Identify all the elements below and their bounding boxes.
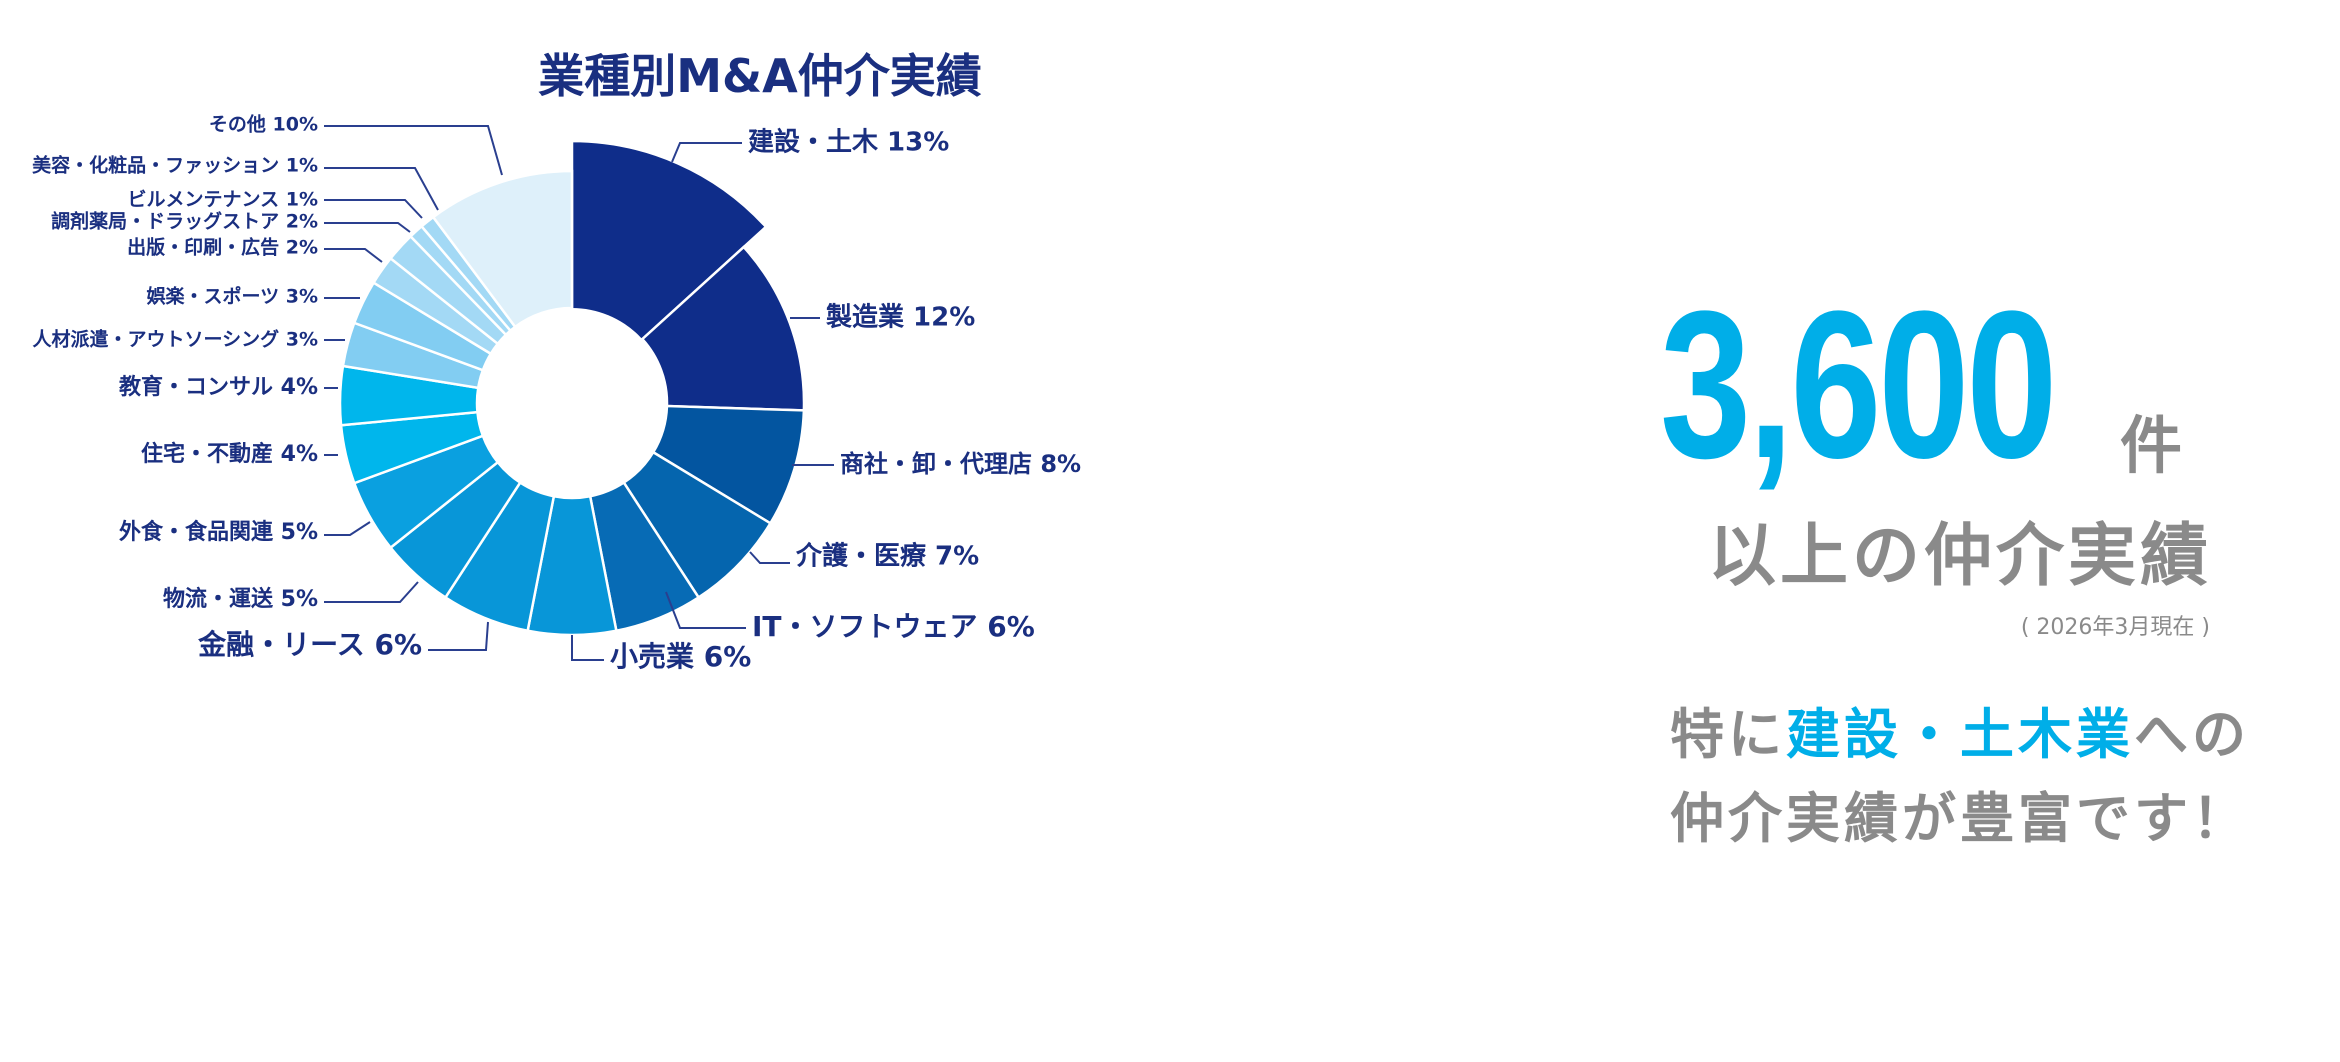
donut-slices	[338, 139, 806, 637]
slice-label: 建設・土木 13%	[748, 127, 949, 158]
tagline-highlight: 建設・土木業	[1786, 703, 2134, 766]
tagline-line2: 仲介実績が豊富です！	[1670, 787, 2250, 850]
slice-label: 外食・食品関連 5%	[119, 519, 318, 545]
summary-panel: 3,600 件 以上の仲介実績 ( 2026年3月現在 ) 特に建設・土木業への…	[1650, 267, 2270, 861]
deal-count: 3,600	[1660, 267, 2057, 502]
leader-line	[324, 199, 423, 219]
leader-line	[428, 621, 489, 651]
slice-label: 製造業 12%	[826, 303, 975, 333]
leader-line	[324, 167, 439, 211]
deal-count-unit: 件	[2120, 409, 2183, 482]
tagline-pre: 特に	[1670, 703, 1786, 766]
as-of-date: ( 2026年3月現在 )	[2020, 615, 2210, 640]
tagline-line1: 特に建設・土木業への	[1650, 693, 2270, 777]
slice-label: IT・ソフトウェア 6%	[752, 610, 1035, 643]
slice-label: ビルメンテナンス 1%	[128, 189, 319, 211]
leader-line	[749, 551, 790, 564]
slice-label: 物流・運送 5%	[163, 586, 318, 612]
leader-line	[324, 248, 383, 263]
leader-line	[571, 635, 604, 661]
slice-label: 調剤薬局・ドラッグストア 2%	[51, 210, 318, 233]
summary-subtitle: 以上の仲介実績	[1707, 517, 2212, 596]
slice-label: 美容・化粧品・ファッション 1%	[32, 154, 318, 177]
leader-line	[324, 222, 411, 233]
leader-line	[324, 125, 503, 176]
leader-line	[324, 581, 419, 603]
tagline-post: への	[2134, 703, 2250, 766]
donut-hole	[477, 308, 667, 498]
leader-lines	[324, 125, 834, 661]
chart-title: 業種別M&A仲介実績	[538, 49, 982, 103]
slice-label: 娯楽・スポーツ 3%	[147, 285, 319, 308]
slice-label: 商社・卸・代理店 8%	[840, 450, 1081, 478]
slice-label: 金融・リース 6%	[197, 628, 422, 661]
donut-chart: 業種別M&A仲介実績 建設・土木 13% 製造業 12% 商社・卸・代理店 8% 介護…	[32, 49, 1081, 674]
slice-label: その他 10%	[209, 113, 318, 136]
slice-labels: 建設・土木 13% 製造業 12% 商社・卸・代理店 8% 介護・医療 7% IT・ソフ…	[32, 113, 1081, 674]
slice-label: 小売業 6%	[610, 640, 751, 673]
slice-label: 介護・医療 7%	[795, 541, 979, 572]
leader-line	[324, 521, 371, 536]
leader-line	[671, 142, 742, 163]
leader-line	[665, 591, 746, 629]
slice-label: 人材派遣・アウトソーシング 3%	[33, 328, 319, 351]
slice-label: 出版・印刷・広告 2%	[127, 236, 318, 259]
slice-label: 住宅・不動産 4%	[141, 441, 318, 467]
slice-label: 教育・コンサル 4%	[119, 374, 318, 400]
